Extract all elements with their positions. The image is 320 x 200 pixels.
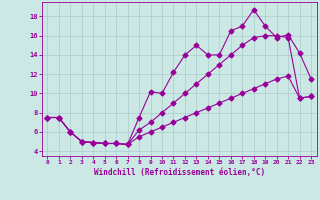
X-axis label: Windchill (Refroidissement éolien,°C): Windchill (Refroidissement éolien,°C) [94, 168, 265, 177]
